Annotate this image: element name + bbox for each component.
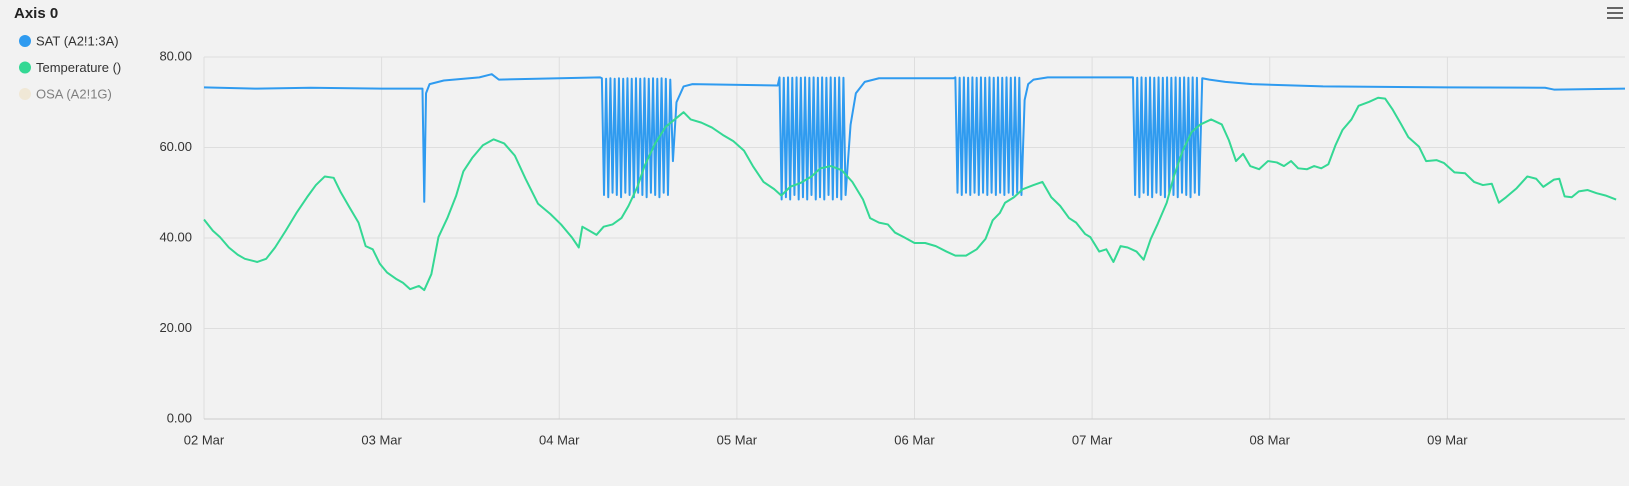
legend-item[interactable]: Temperature (): [19, 60, 121, 75]
x-tick-label: 04 Mar: [539, 432, 580, 447]
legend-marker: [19, 88, 31, 100]
y-tick-label: 80.00: [159, 48, 192, 63]
y-tick-label: 60.00: [159, 139, 192, 154]
y-tick-label: 20.00: [159, 320, 192, 335]
x-tick-label: 08 Mar: [1250, 432, 1291, 447]
chart-title: Axis 0: [14, 5, 58, 22]
legend-marker: [19, 35, 31, 47]
series-line: [203, 96, 1617, 292]
legend-label: SAT (A2!1:3A): [36, 33, 119, 48]
y-tick-label: 0.00: [167, 410, 192, 425]
y-tick-label: 40.00: [159, 229, 192, 244]
x-tick-label: 06 Mar: [894, 432, 935, 447]
x-tick-label: 02 Mar: [184, 432, 225, 447]
legend-item[interactable]: OSA (A2!1G): [19, 86, 112, 101]
legend-marker: [19, 61, 31, 74]
legend-label: OSA (A2!1G): [36, 86, 112, 101]
series-line: [203, 73, 1626, 203]
menu-icon[interactable]: [1607, 7, 1623, 19]
legend-item[interactable]: SAT (A2!1:3A): [19, 33, 119, 48]
x-tick-label: 09 Mar: [1427, 432, 1468, 447]
x-tick-label: 05 Mar: [717, 432, 758, 447]
x-tick-label: 07 Mar: [1072, 432, 1113, 447]
legend-label: Temperature (): [36, 60, 121, 75]
x-tick-label: 03 Mar: [361, 432, 402, 447]
